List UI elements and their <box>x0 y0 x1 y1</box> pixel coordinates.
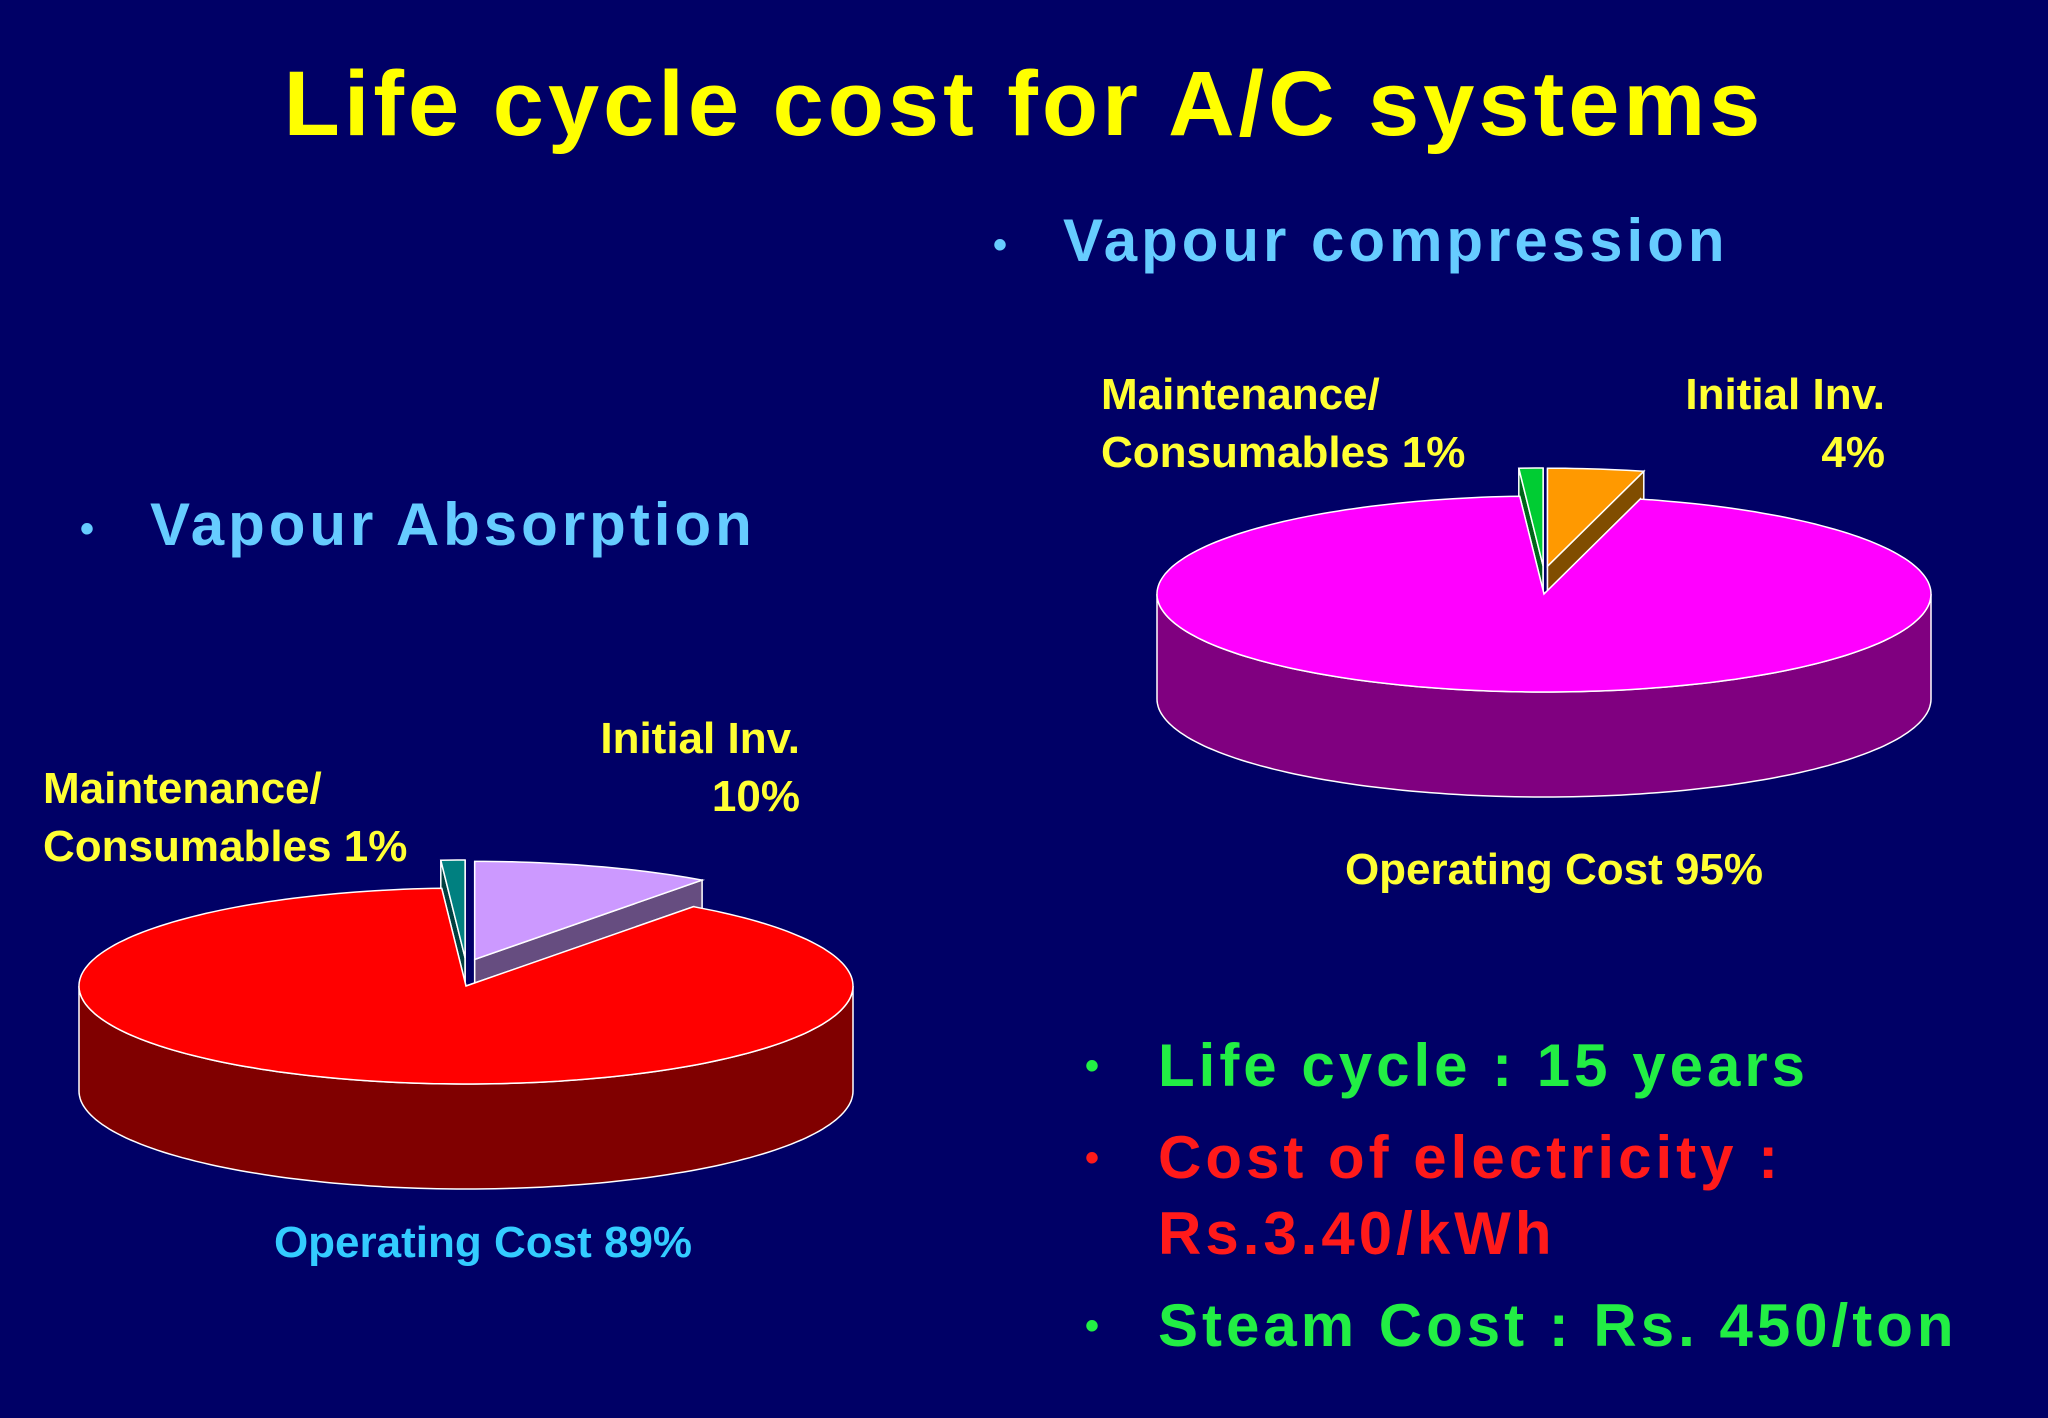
pie-slice <box>1546 467 1646 568</box>
slice-value-label: 10% <box>711 772 800 821</box>
slice-category: Initial Inv. <box>600 714 800 763</box>
pie-slice <box>78 887 854 1085</box>
slice-label: Initial Inv. 4% <box>1640 366 1885 482</box>
slice-category: Initial Inv. <box>1685 370 1885 419</box>
slice-category: Maintenance/ Consumables <box>1101 370 1390 477</box>
slice-value-label: 89% <box>603 1218 693 1267</box>
note: Cost of electricity : Rs.3.40/kWh <box>1085 1120 1818 1272</box>
slice-value-label: 1% <box>343 822 408 871</box>
chart-title: Vapour Absorption <box>80 490 756 559</box>
slice-value-label: 95% <box>1674 845 1764 894</box>
slice-label: Operating Cost 89% <box>183 1214 783 1272</box>
chart-title: Vapour compression <box>993 206 1729 275</box>
slice-label: Operating Cost 95% <box>1254 841 1854 899</box>
slice-category: Maintenance/ Consumables <box>43 764 332 871</box>
pie-slice <box>473 860 706 961</box>
pie-slice <box>439 859 466 959</box>
pie-slice <box>1517 467 1544 567</box>
slice-label: Maintenance/ Consumables 1% <box>43 760 463 876</box>
slice-value-label: 4% <box>1821 428 1885 477</box>
notes: Life cycle : 15 years Cost of electricity… <box>1085 1028 1958 1380</box>
slice-label: Initial Inv. 10% <box>560 710 800 826</box>
slice-category: Operating Cost <box>273 1218 592 1267</box>
slide-title: Life cycle cost for A/C systems <box>283 53 1765 155</box>
slice-category: Operating Cost <box>1344 845 1663 894</box>
slice-label: Maintenance/ Consumables 1% <box>1101 366 1521 482</box>
slice-value-label: 1% <box>1401 428 1466 477</box>
note: Steam Cost : Rs. 450/ton <box>1085 1288 1958 1364</box>
pie-slice <box>1156 495 1932 693</box>
note: Life cycle : 15 years <box>1085 1028 1958 1104</box>
